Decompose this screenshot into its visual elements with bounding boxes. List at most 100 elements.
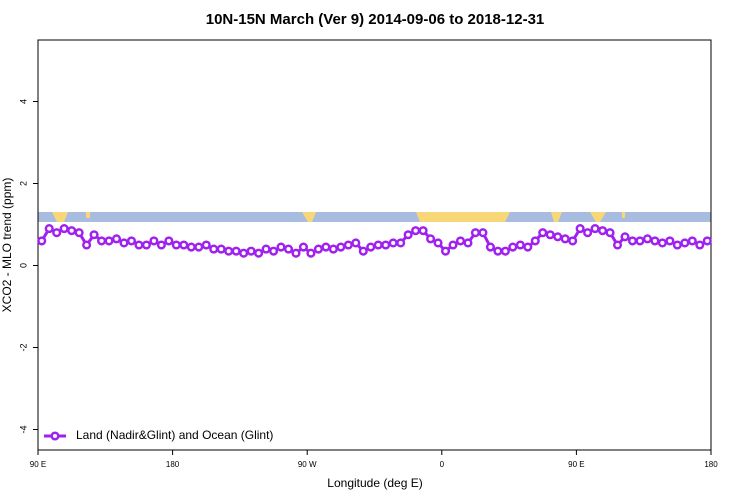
point xyxy=(523,242,533,252)
x-tick-label: 180 xyxy=(166,460,180,469)
y-tick-label: 4 xyxy=(18,99,28,104)
point xyxy=(59,224,69,234)
y-tick-label: -4 xyxy=(18,425,28,433)
point xyxy=(590,224,600,234)
point xyxy=(104,236,114,246)
point xyxy=(403,230,413,240)
point xyxy=(657,238,667,248)
legend-label: Land (Nadir&Glint) and Ocean (Glint) xyxy=(76,428,273,442)
point xyxy=(358,246,368,256)
point xyxy=(433,238,443,248)
point xyxy=(201,240,211,250)
point xyxy=(119,238,129,248)
y-tick-label: 2 xyxy=(18,181,28,186)
point xyxy=(52,228,62,238)
point xyxy=(440,246,451,256)
point xyxy=(680,238,690,248)
point xyxy=(231,246,241,256)
point xyxy=(598,226,608,236)
point xyxy=(702,236,712,246)
point xyxy=(530,236,540,246)
y-tick-label: -2 xyxy=(18,343,28,351)
point xyxy=(67,226,77,236)
point xyxy=(575,224,585,234)
point xyxy=(568,236,578,246)
point xyxy=(44,224,54,234)
point xyxy=(448,240,458,250)
point xyxy=(560,234,570,244)
point xyxy=(672,240,682,250)
point xyxy=(261,244,271,254)
x-tick-label: 180 xyxy=(704,460,718,469)
point xyxy=(470,228,481,238)
point xyxy=(635,236,645,246)
point xyxy=(171,240,181,250)
point xyxy=(687,236,697,246)
point xyxy=(179,240,189,250)
point xyxy=(306,248,316,258)
point xyxy=(141,240,151,250)
point xyxy=(620,232,630,242)
point xyxy=(426,234,436,244)
x-tick-label: 0 xyxy=(440,460,445,469)
point xyxy=(216,244,226,254)
point xyxy=(493,246,503,256)
chart-title: 10N-15N March (Ver 9) 2014-09-06 to 2018… xyxy=(206,11,545,28)
point xyxy=(381,240,391,250)
point xyxy=(246,246,256,256)
point xyxy=(194,242,204,252)
x-tick-label: 90 W xyxy=(298,460,317,469)
point xyxy=(351,238,361,248)
point xyxy=(74,228,84,238)
point xyxy=(254,248,264,258)
point xyxy=(508,242,518,252)
point xyxy=(209,244,219,254)
point xyxy=(605,228,615,238)
point xyxy=(111,234,122,244)
point xyxy=(321,242,331,252)
point xyxy=(545,230,555,240)
point xyxy=(89,230,99,240)
point xyxy=(373,240,383,250)
y-tick-label: 0 xyxy=(18,263,28,268)
point xyxy=(269,246,279,256)
point xyxy=(186,242,196,252)
point xyxy=(276,242,286,252)
point xyxy=(538,228,548,238)
point xyxy=(313,244,323,254)
point xyxy=(366,242,376,252)
point xyxy=(515,240,525,250)
point xyxy=(291,248,301,258)
x-tick-label: 90 E xyxy=(30,460,46,469)
point xyxy=(553,232,563,242)
point xyxy=(485,242,495,252)
point xyxy=(126,236,137,246)
point xyxy=(695,240,705,250)
point xyxy=(411,226,421,236)
point xyxy=(478,228,488,238)
x-axis-title: Longitude (deg E) xyxy=(327,476,422,490)
point xyxy=(418,226,428,236)
point xyxy=(650,236,660,246)
point xyxy=(298,242,309,252)
point xyxy=(665,236,675,246)
point xyxy=(239,248,249,258)
point xyxy=(642,234,652,244)
point xyxy=(388,238,398,248)
point xyxy=(455,236,466,246)
point xyxy=(328,244,338,254)
map-strip xyxy=(38,212,711,222)
point xyxy=(463,238,473,248)
point xyxy=(97,236,107,246)
point xyxy=(149,236,159,246)
point xyxy=(336,242,346,252)
point xyxy=(134,240,144,250)
point xyxy=(164,236,174,246)
point xyxy=(343,240,353,250)
point xyxy=(37,236,47,246)
point xyxy=(583,228,593,238)
x-tick-label: 90 E xyxy=(568,460,584,469)
point xyxy=(500,246,510,256)
point xyxy=(283,244,294,254)
